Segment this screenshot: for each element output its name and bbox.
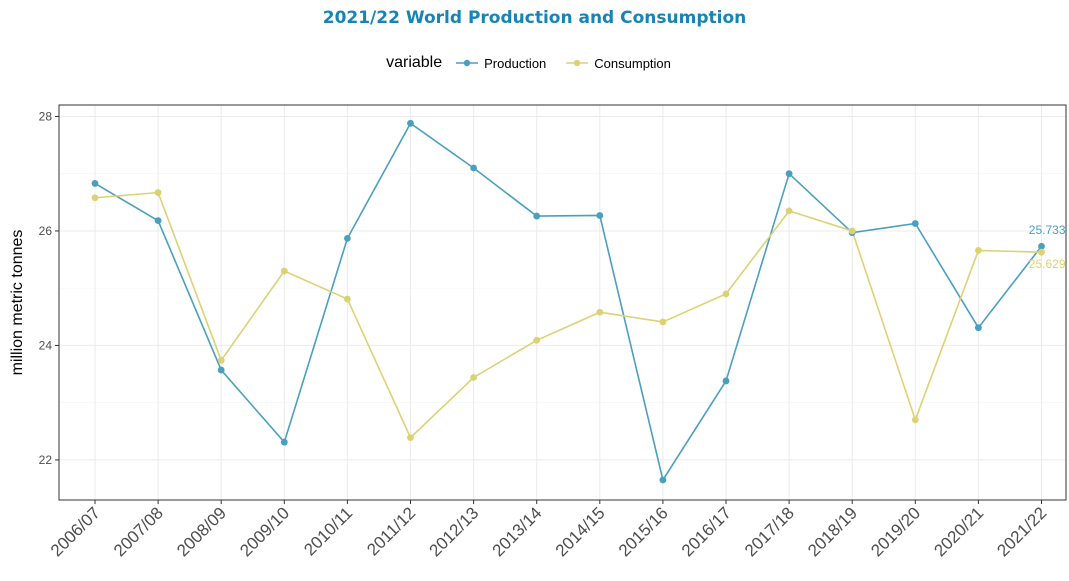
data-point-consumption <box>344 295 351 303</box>
data-point-production <box>722 377 730 385</box>
plot-border <box>58 104 1067 501</box>
x-tick-label: 2020/21 <box>930 503 987 560</box>
data-point-production <box>91 180 99 187</box>
x-tick-label: 2013/14 <box>489 503 546 560</box>
x-tick-label: 2011/12 <box>363 503 419 559</box>
data-point-consumption <box>470 374 477 381</box>
legend-label-consumption: Consumption <box>594 55 671 71</box>
data-point-production <box>785 170 793 178</box>
data-point-consumption <box>154 189 162 196</box>
data-label-production: 25.733 <box>1029 223 1066 237</box>
data-point-consumption <box>407 434 414 442</box>
x-tick-label: 2019/20 <box>867 503 924 560</box>
y-axis-title: million metric tonnes <box>9 230 26 376</box>
data-point-consumption <box>848 227 856 235</box>
data-point-production <box>470 164 477 172</box>
data-label-consumption: 25.629 <box>1029 257 1066 271</box>
x-tick-label: 2010/11 <box>300 503 356 559</box>
data-point-production <box>911 220 919 227</box>
legend: variable Production Consumption <box>0 54 1069 72</box>
x-tick-label: 2008/09 <box>173 503 230 560</box>
series-line-consumption <box>94 191 1042 439</box>
x-tick-label: 2012/13 <box>426 503 483 560</box>
x-tick-label: 2016/17 <box>678 503 735 560</box>
y-tick-label: 28 <box>39 109 53 123</box>
chart-title: 2021/22 World Production and Consumption <box>322 8 747 28</box>
data-point-production <box>533 212 541 220</box>
data-point-consumption <box>975 247 982 254</box>
data-point-production <box>659 476 667 484</box>
data-point-production <box>407 119 414 127</box>
data-point-consumption <box>280 267 288 275</box>
data-point-production <box>217 366 225 374</box>
data-point-consumption <box>659 318 667 326</box>
data-point-production <box>154 217 162 225</box>
x-tick-label: 2015/16 <box>615 503 672 560</box>
data-point-production <box>596 212 604 219</box>
data-point-consumption <box>217 356 225 364</box>
x-tick-label: 2009/10 <box>236 503 293 560</box>
series-line-production <box>94 122 1043 482</box>
legend-item-production: Production <box>456 56 546 71</box>
plot-panel <box>59 105 1066 500</box>
data-point-production <box>280 438 288 446</box>
data-point-consumption <box>722 290 730 298</box>
legend-key-production <box>456 59 479 67</box>
data-point-consumption <box>785 207 793 215</box>
x-tick-label: 2021/22 <box>993 503 1050 560</box>
y-tick-label: 24 <box>39 338 53 352</box>
x-tick-label: 2007/08 <box>110 503 167 560</box>
data-point-production <box>344 234 351 242</box>
data-point-consumption <box>91 194 99 202</box>
x-tick-label: 2018/19 <box>804 503 861 560</box>
legend-item-consumption: Consumption <box>566 56 671 71</box>
data-point-consumption <box>596 308 604 316</box>
x-tick-label: 2017/18 <box>741 503 798 560</box>
y-tick-label: 22 <box>39 453 53 467</box>
legend-title: variable <box>386 54 443 71</box>
data-point-production <box>975 324 982 332</box>
x-tick-label: 2006/07 <box>47 503 104 560</box>
legend-key-consumption <box>566 59 589 67</box>
data-point-consumption <box>1038 248 1045 256</box>
data-point-consumption <box>911 416 919 424</box>
legend-label-production: Production <box>484 55 547 71</box>
x-tick-label: 2014/15 <box>552 503 609 560</box>
data-point-consumption <box>533 336 541 344</box>
data-point-production <box>1038 242 1045 250</box>
y-tick-label: 26 <box>39 224 53 238</box>
